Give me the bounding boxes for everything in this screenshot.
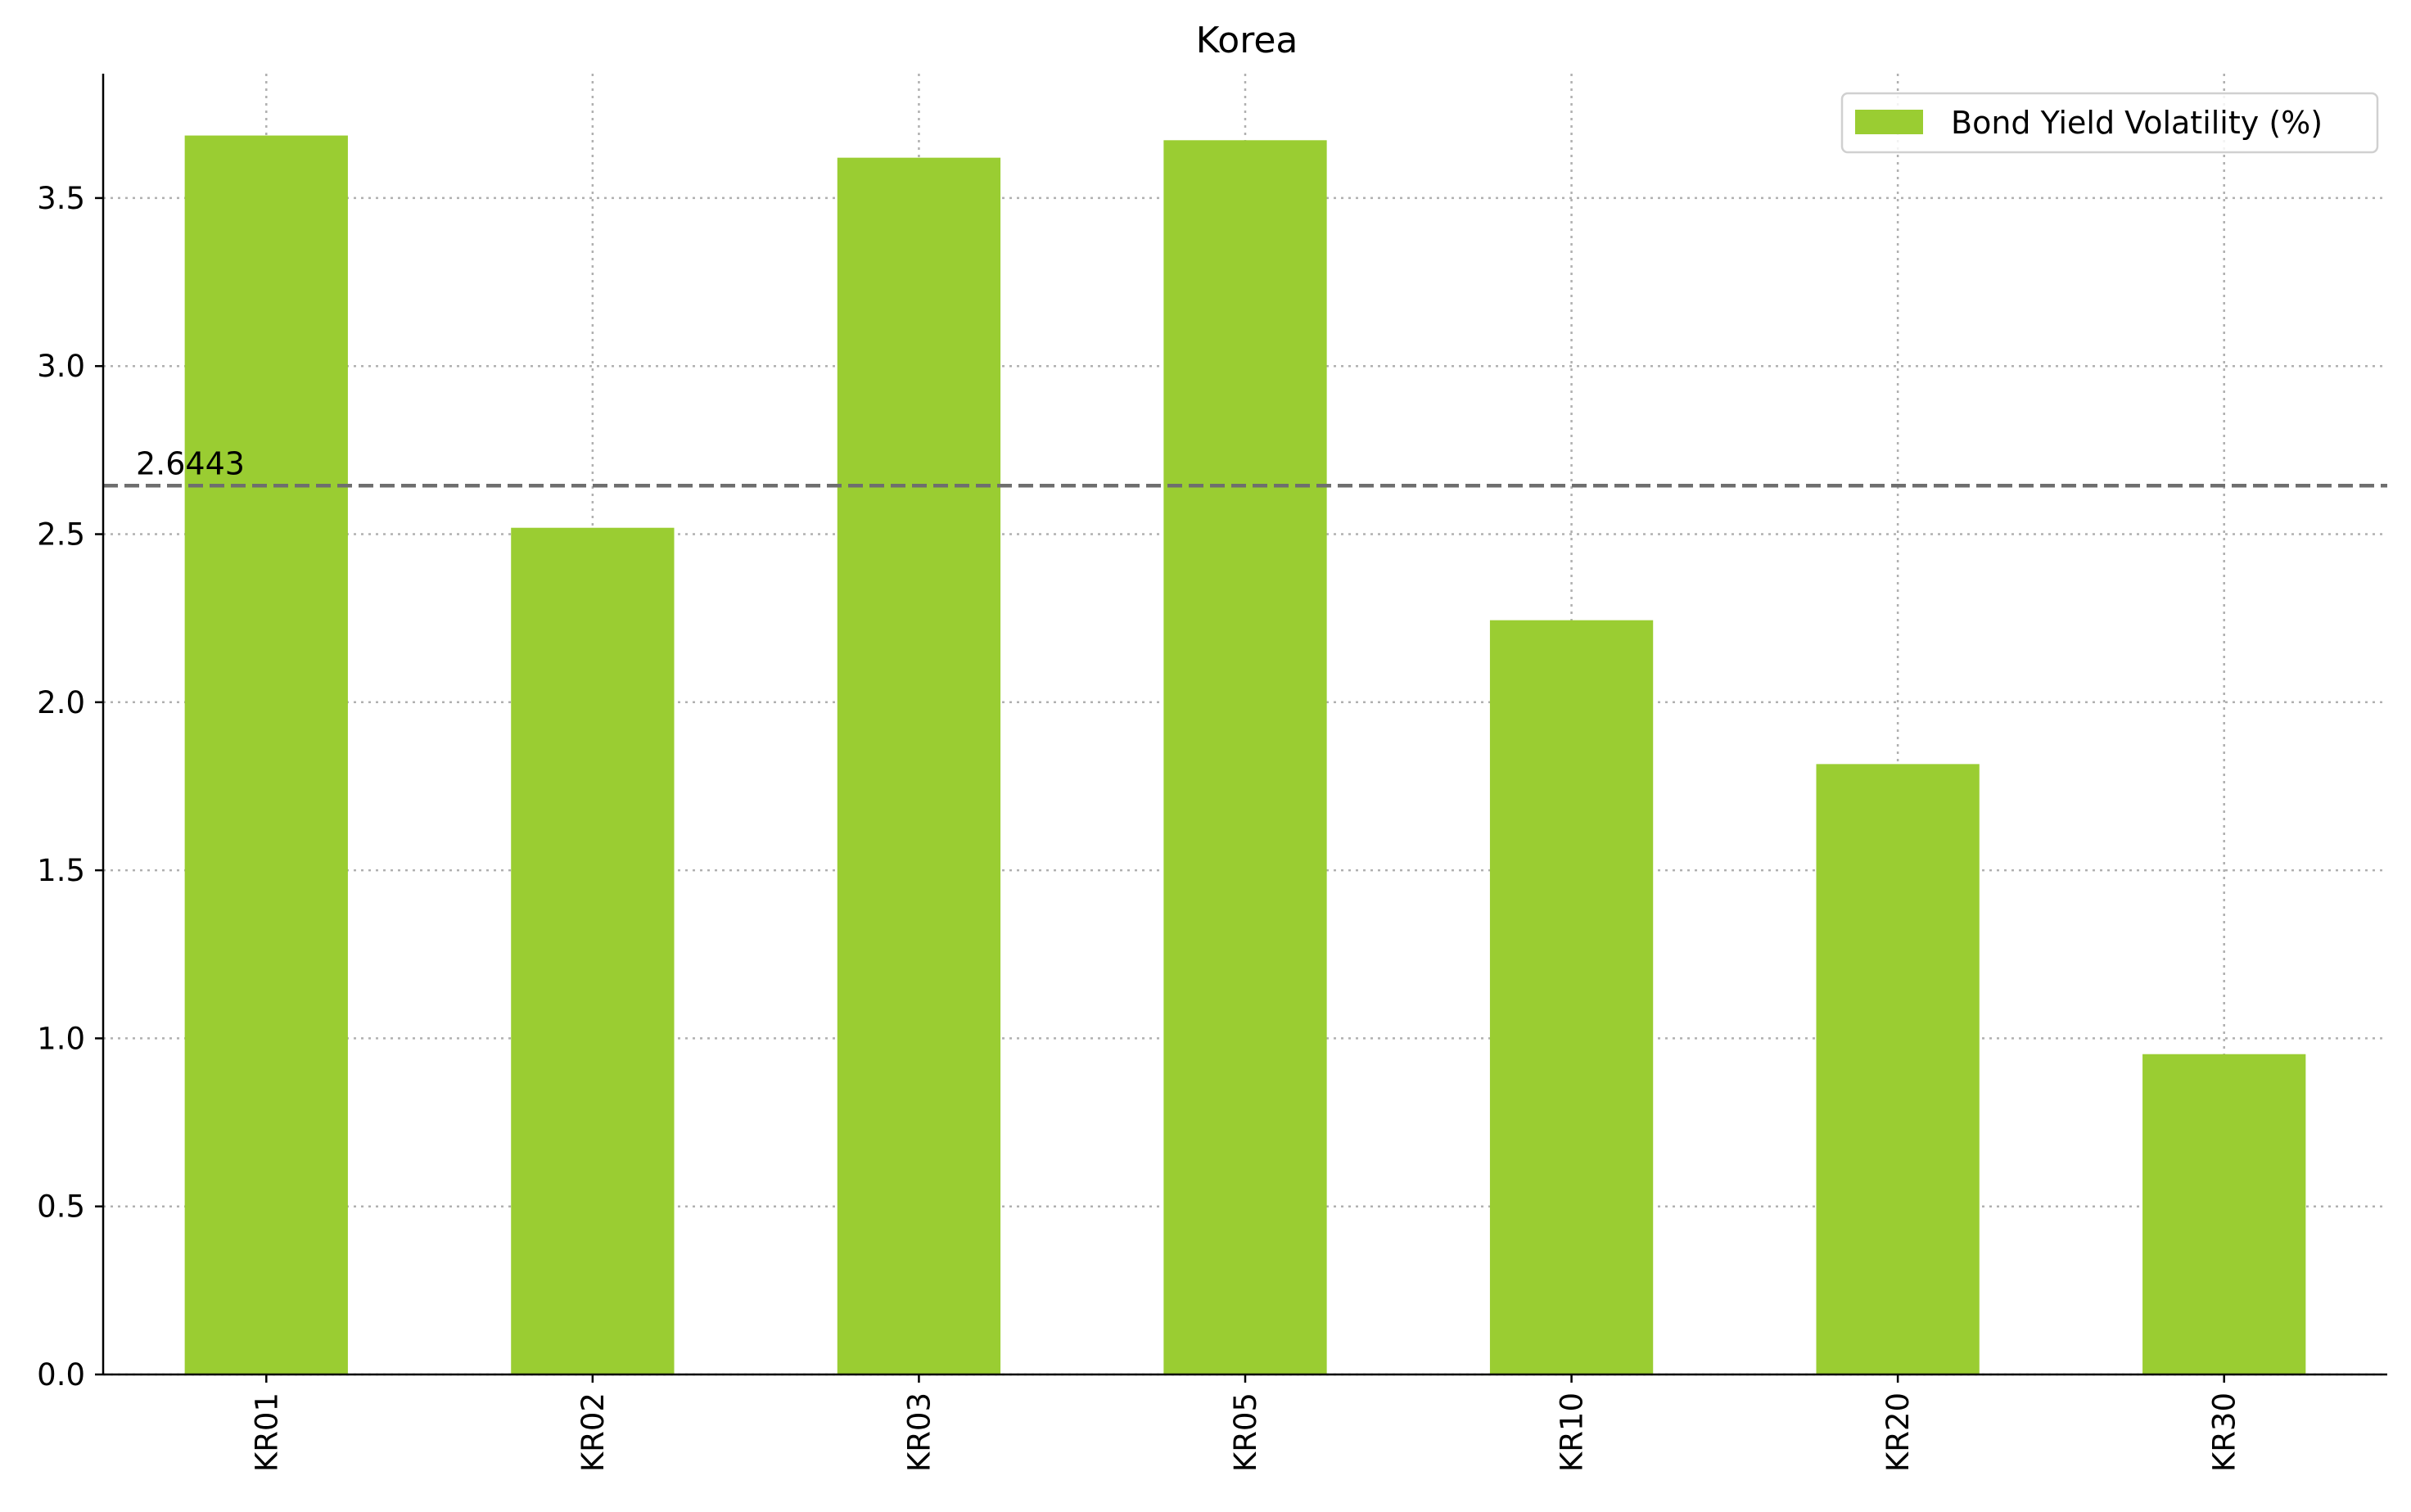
bar-kr20 [1816, 764, 1980, 1374]
y-tick-label: 2.5 [37, 517, 85, 553]
legend-box [1840, 92, 2379, 154]
x-tick-label-kr01: KR01 [249, 1392, 284, 1472]
x-tick-label-kr03: KR03 [901, 1392, 937, 1472]
legend-swatch [1855, 110, 1923, 134]
bars [184, 135, 2306, 1375]
bar-kr02 [511, 527, 675, 1374]
reference-line-label: 2.6443 [136, 445, 245, 481]
bar-kr03 [837, 157, 1001, 1375]
bar-kr01 [184, 135, 348, 1375]
bar-kr05 [1163, 140, 1327, 1375]
chart-title: Korea [1196, 20, 1298, 61]
x-tick-label-kr20: KR20 [1880, 1392, 1916, 1472]
y-tick-label: 1.0 [37, 1021, 85, 1056]
reference-line-group: 2.6443 [103, 445, 2387, 488]
bar-kr10 [1489, 620, 1654, 1374]
bar-kr30 [2142, 1054, 2306, 1374]
y-tick-label: 2.0 [37, 685, 85, 720]
x-tick-label-kr10: KR10 [1555, 1392, 1590, 1472]
legend: Bond Yield Volatility (%) [1840, 92, 2379, 154]
x-tick-label-kr30: KR30 [2207, 1392, 2242, 1472]
axes: 0.0 0.5 1.0 1.5 2.0 2.5 3.0 3.5 KR01 KR02 KR03 KR05… [37, 74, 2387, 1472]
y-tick-label: 3.0 [37, 349, 85, 384]
legend-label: Bond Yield Volatility (%) [1951, 105, 2323, 141]
y-tick-label: 0.0 [37, 1357, 85, 1392]
x-tick-label-kr02: KR02 [576, 1392, 611, 1472]
y-tick-label: 3.5 [37, 181, 85, 216]
y-tick-label: 1.5 [37, 853, 85, 888]
x-tick-label-kr05: KR05 [1228, 1392, 1263, 1472]
y-tick-label: 0.5 [37, 1189, 85, 1225]
